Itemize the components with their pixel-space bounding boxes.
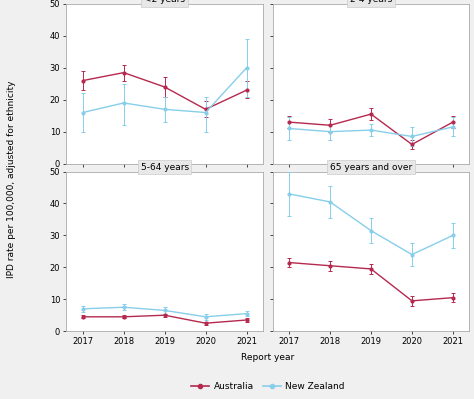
Text: IPD rate per 100,000, adjusted for ethnicity: IPD rate per 100,000, adjusted for ethni… xyxy=(8,81,16,278)
Title: 5-64 years: 5-64 years xyxy=(141,162,189,172)
Title: <2 years: <2 years xyxy=(144,0,185,4)
Title: 65 years and over: 65 years and over xyxy=(330,162,412,172)
Legend: Australia, New Zealand: Australia, New Zealand xyxy=(187,378,348,395)
Title: 2-4 years: 2-4 years xyxy=(350,0,392,4)
Text: Report year: Report year xyxy=(241,353,294,361)
